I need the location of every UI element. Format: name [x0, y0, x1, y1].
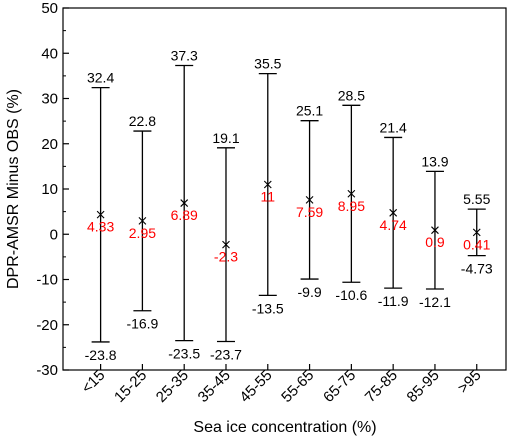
y-tick-label: 0	[50, 226, 58, 243]
max-value-label: 22.8	[129, 113, 156, 129]
max-value-label: 37.3	[171, 47, 198, 63]
mean-value-label: 8.95	[338, 198, 365, 214]
error-bar-group: 35.5 -13.5 11	[252, 56, 284, 317]
mean-value-label: 6.89	[171, 207, 198, 223]
mean-value-label: 0.9	[425, 234, 445, 250]
mean-value-label: 11	[261, 188, 276, 204]
min-value-label: -23.7	[210, 346, 242, 362]
x-tick-label: 15-25	[111, 367, 150, 406]
x-tick-label: 85-95	[404, 367, 443, 406]
min-value-label: -4.73	[461, 261, 493, 277]
min-value-label: -10.6	[335, 287, 367, 303]
y-tick-label: 50	[41, 0, 58, 17]
error-bar-group: 13.9 -12.1 0.9	[419, 153, 451, 310]
error-bar-group: 25.1 -9.9 7.59	[296, 103, 323, 300]
error-bar-group: 19.1 -23.7 -2.3	[210, 130, 242, 363]
max-value-label: 13.9	[421, 153, 448, 169]
x-tick-label: 25-35	[153, 367, 192, 406]
x-tick-label: >95	[455, 367, 485, 397]
min-value-label: -12.1	[419, 294, 451, 310]
max-value-label: 32.4	[87, 70, 114, 86]
error-bar-group: 28.5 -10.6 8.95	[335, 87, 367, 303]
mean-marker	[263, 180, 272, 189]
min-value-label: -11.9	[378, 293, 409, 309]
max-value-label: 28.5	[338, 87, 365, 103]
mean-marker	[472, 228, 481, 237]
x-tick-label: 55-65	[278, 367, 317, 406]
max-value-label: 5.55	[463, 191, 490, 207]
error-bar-group: 22.8 -16.9 2.95	[126, 113, 158, 332]
y-tick-label: -10	[36, 272, 58, 289]
mean-marker	[305, 196, 314, 204]
mean-marker	[222, 240, 230, 249]
mean-value-label: 4.33	[87, 219, 114, 235]
mean-marker	[96, 210, 105, 219]
mean-value-label: -2.3	[214, 249, 238, 265]
min-value-label: -13.5	[252, 300, 284, 316]
x-tick-label: 45-55	[236, 367, 275, 406]
y-axis-title: DPR-AMSR Minus OBS (%)	[5, 89, 22, 289]
max-value-label: 19.1	[212, 130, 239, 146]
y-tick-label: 40	[41, 45, 58, 62]
error-bar-group: 21.4 -11.9 4.74	[378, 119, 409, 309]
y-tick-label: -30	[36, 362, 58, 379]
x-tick-label: 75-85	[362, 367, 401, 406]
error-bar-group: 37.3 -23.5 6.89	[168, 47, 200, 361]
min-value-label: -16.9	[126, 316, 158, 332]
max-value-label: 21.4	[380, 119, 407, 135]
mean-value-label: 2.95	[129, 225, 156, 241]
x-tick-label: 35-45	[195, 367, 234, 406]
y-axis: -30 -20 -10 0 10 20 30 40 50	[36, 0, 69, 379]
x-tick-label: 65-75	[320, 367, 359, 406]
mean-marker	[347, 189, 356, 198]
min-value-label: -23.8	[85, 347, 117, 363]
x-axis-title: Sea ice concentration (%)	[193, 419, 376, 436]
mean-marker	[431, 226, 439, 235]
mean-value-label: 0.41	[463, 236, 490, 252]
error-bar-group: 32.4 -23.8 4.33	[85, 70, 117, 363]
error-bars: 32.4 -23.8 4.33 22.8 -16.9 2.95 37.3 -23.5 6.89 1…	[85, 47, 493, 362]
max-value-label: 25.1	[296, 103, 323, 119]
mean-marker	[138, 217, 147, 225]
mean-marker	[180, 199, 189, 207]
min-value-label: -9.9	[298, 284, 322, 300]
min-value-label: -23.5	[168, 346, 200, 362]
mean-value-label: 4.74	[380, 217, 407, 233]
mean-value-label: 7.59	[296, 204, 323, 220]
y-tick-label: -20	[36, 317, 58, 334]
y-tick-label: 20	[41, 136, 58, 153]
mean-marker	[389, 208, 398, 217]
max-value-label: 35.5	[254, 56, 281, 72]
y-tick-label: 30	[41, 91, 58, 108]
y-tick-label: 10	[41, 181, 58, 198]
x-tick-label: <15	[78, 367, 108, 397]
error-bar-group: 5.55 -4.73 0.41	[461, 191, 493, 277]
